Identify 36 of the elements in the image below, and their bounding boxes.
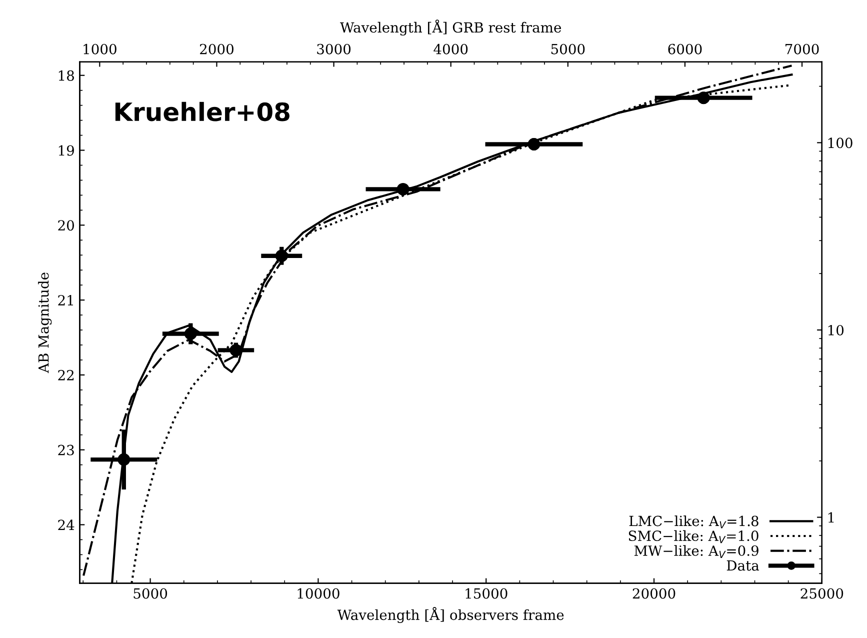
y-tick-label: 20 <box>58 220 74 231</box>
y-tick-label: 22 <box>58 370 74 380</box>
legend-label: MW−like: A$_{V}$=0.9 <box>634 545 758 558</box>
x-axis-title: Wavelength [Å] observers frame <box>337 606 564 623</box>
x2-tick-label: 1000 <box>84 44 116 54</box>
point <box>118 453 130 466</box>
x2-tick-label: 4000 <box>434 44 468 54</box>
x-tick-label: 20000 <box>632 588 676 599</box>
point <box>184 327 197 340</box>
y-axis-title: AB Magnitude <box>38 272 52 374</box>
y2-tick-label: 100 <box>828 138 852 148</box>
legend-label: Data <box>726 560 760 571</box>
point <box>396 182 410 196</box>
y-tick-label: 23 <box>58 444 74 456</box>
x-tick-label: 15000 <box>466 588 508 599</box>
x2-tick-label: 6000 <box>668 44 702 54</box>
point <box>697 92 710 104</box>
annotation: Kruehler+08 <box>115 102 290 122</box>
x2-tick-label: 3000 <box>317 44 351 54</box>
x-tick-label: 10000 <box>298 588 340 599</box>
y-tick-label: 18 <box>58 70 74 81</box>
x-tick-label: 5000 <box>134 588 168 599</box>
x2-tick-label: 2000 <box>200 44 234 54</box>
x2-axis-title: Wavelength [Å] GRB rest frame <box>340 20 562 36</box>
x2-tick-label: 5000 <box>551 44 585 54</box>
legend-label: LMC−like: A$_{V}$=1.8 <box>629 515 758 528</box>
point <box>528 138 540 151</box>
y-tick-label: 24 <box>58 520 74 530</box>
y-tick-label: 19 <box>58 145 74 156</box>
y-tick-label: 21 <box>58 295 73 306</box>
y2-tick-label: 1 <box>828 512 834 523</box>
y2-tick-label: 10 <box>828 324 844 336</box>
x2-tick-label: 7000 <box>786 44 819 54</box>
point <box>275 250 288 262</box>
legend-label: SMC−like: A$_{V}$=1.0 <box>628 530 758 544</box>
x-tick-label: 25000 <box>800 588 844 599</box>
